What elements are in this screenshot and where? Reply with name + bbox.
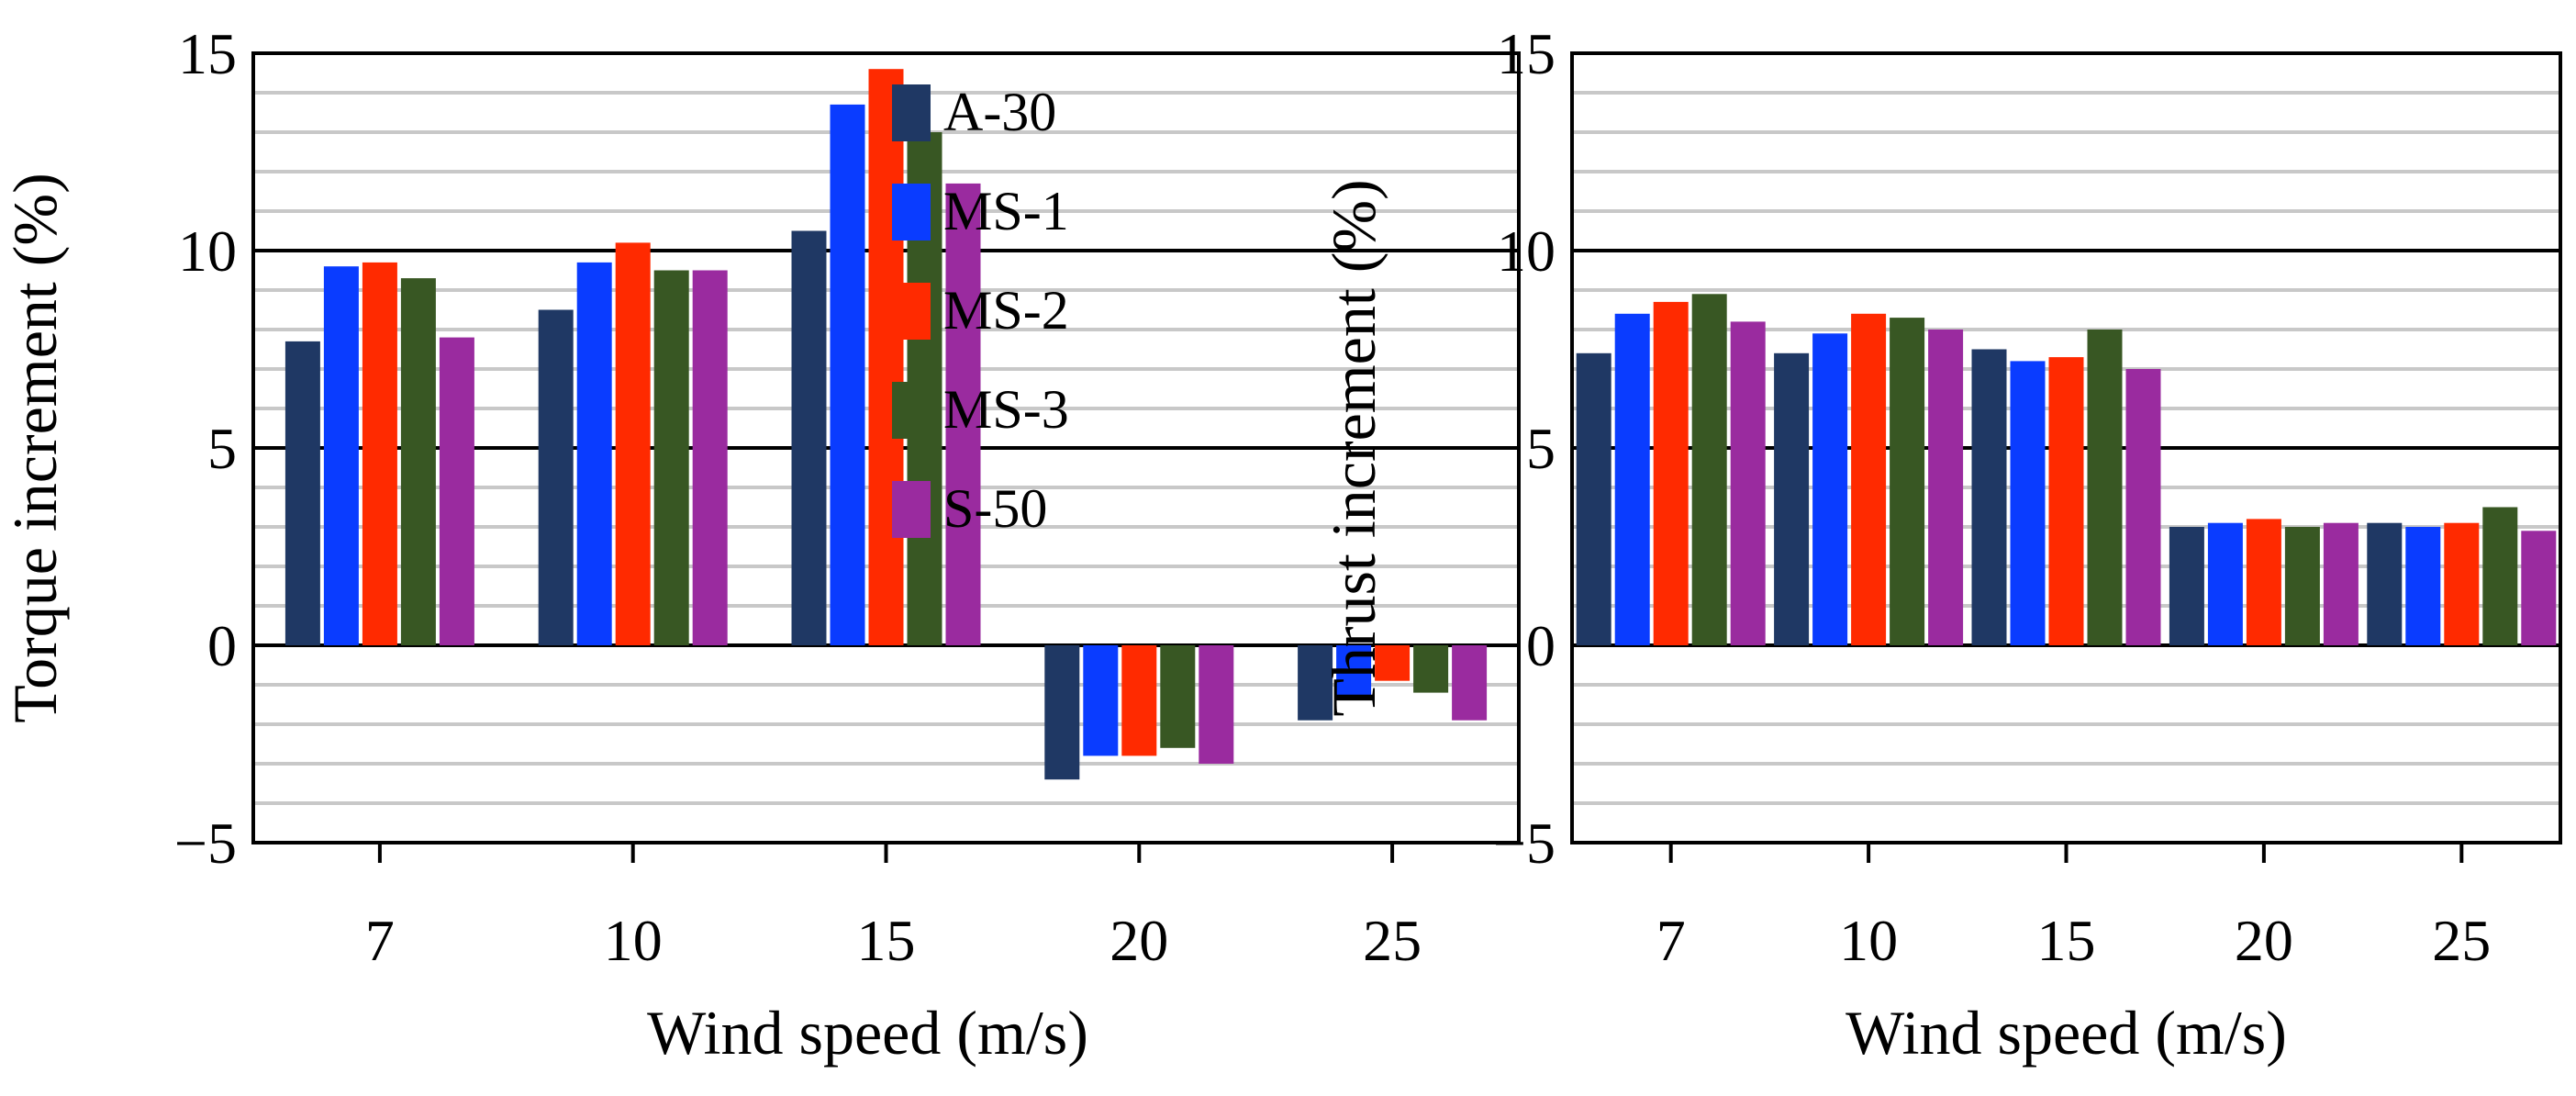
bar-ms-2-10 <box>615 242 651 645</box>
bar-a-30-15 <box>1971 349 2007 645</box>
bar-a-30-7 <box>284 341 320 645</box>
bar-ms-2-7 <box>362 262 397 645</box>
x-axis-title: Wind speed (m/s) <box>647 998 1088 1068</box>
y-tick-label: 0 <box>207 613 237 678</box>
bar-a-30-20 <box>2169 527 2204 645</box>
thrust-chart: 7 10 15 20 25 −5 0 5 10 15 Wind speed (m/s) Thrust … <box>1319 21 2562 1068</box>
y-tick-label: 15 <box>178 21 237 86</box>
legend-label-ms-1: MS-1 <box>943 181 1069 241</box>
bar-a-30-7 <box>1576 352 1611 645</box>
bar-ms-1-7 <box>1614 313 1650 645</box>
y-tick-label: 10 <box>1497 218 1556 284</box>
bar-ms-1-20 <box>1083 645 1119 756</box>
bar-a-30-10 <box>538 309 574 645</box>
legend-swatch-s-50 <box>892 481 931 538</box>
bar-ms-2-25 <box>2444 522 2480 645</box>
x-tick-label: 20 <box>2235 908 2293 973</box>
legend-swatch-ms-3 <box>892 382 931 439</box>
y-tick-label: −5 <box>1493 811 1556 876</box>
legend-label-s-50: S-50 <box>943 478 1047 539</box>
bar-ms-1-10 <box>576 262 612 645</box>
y-tick-label: 5 <box>1526 416 1556 481</box>
x-tick-label: 7 <box>1656 908 1686 973</box>
bar-ms-3-25 <box>1413 645 1449 693</box>
bar-ms-2-10 <box>1851 313 1887 645</box>
bar-ms-3-20 <box>2284 527 2320 645</box>
bar-ms-3-15 <box>2087 330 2123 645</box>
bar-ms-1-25 <box>2405 527 2441 645</box>
bar-s-50-7 <box>1730 321 1766 645</box>
x-axis-title: Wind speed (m/s) <box>1846 998 2287 1068</box>
bar-ms-3-10 <box>1890 318 1925 645</box>
bar-ms-3-7 <box>400 278 436 645</box>
bar-s-50-7 <box>439 337 474 645</box>
y-tick-label: 5 <box>207 416 237 481</box>
y-tick-label: −5 <box>174 811 237 876</box>
torque-chart: 7 10 15 20 25 −5 0 5 10 15 Wind speed (m/s) Torque … <box>0 21 1521 1068</box>
x-tick-label: 10 <box>604 908 663 973</box>
bar-ms-2-20 <box>1121 645 1157 756</box>
bar-ms-1-20 <box>2207 522 2243 645</box>
x-tick-label: 25 <box>1363 908 1422 973</box>
bar-a-30-15 <box>791 230 827 645</box>
bar-s-50-15 <box>945 183 981 645</box>
bar-ms-1-10 <box>1812 333 1848 645</box>
bar-ms-3-25 <box>2482 507 2518 645</box>
bar-ms-3-7 <box>1691 294 1727 645</box>
bar-ms-3-20 <box>1160 645 1196 748</box>
bar-ms-2-20 <box>2246 519 2281 645</box>
bar-s-50-20 <box>1199 645 1234 764</box>
y-tick-label: 10 <box>178 218 237 284</box>
bar-s-50-20 <box>2323 522 2359 645</box>
bar-s-50-25 <box>2521 531 2557 645</box>
legend-label-ms-3: MS-3 <box>943 379 1069 440</box>
y-tick-label: 0 <box>1526 613 1556 678</box>
bar-s-50-15 <box>2125 369 2161 645</box>
bar-a-30-25 <box>1298 645 1333 721</box>
x-tick-label: 20 <box>1110 908 1168 973</box>
bar-a-30-25 <box>2367 522 2403 645</box>
bar-s-50-25 <box>1452 645 1488 721</box>
legend-swatch-ms-2 <box>892 283 931 340</box>
bar-ms-1-25 <box>1336 645 1372 697</box>
bar-ms-2-25 <box>1375 645 1411 681</box>
x-tick-label: 15 <box>857 908 916 973</box>
bar-a-30-20 <box>1044 645 1080 780</box>
y-axis-title: Thrust increment (%) <box>1319 179 1388 716</box>
bar-ms-1-15 <box>830 104 865 645</box>
bar-ms-2-15 <box>2048 357 2084 645</box>
legend: A-30 MS-1 MS-2 MS-3 S-50 <box>892 82 1069 539</box>
bar-a-30-10 <box>1774 352 1810 645</box>
bar-ms-3-10 <box>653 270 689 645</box>
bar-ms-1-15 <box>2010 361 2046 645</box>
x-tick-label: 25 <box>2432 908 2491 973</box>
bar-ms-1-7 <box>323 266 359 645</box>
x-tick-label: 15 <box>2037 908 2096 973</box>
y-tick-label: 15 <box>1497 21 1556 86</box>
bar-ms-2-7 <box>1653 301 1689 645</box>
legend-label-a-30: A-30 <box>943 82 1056 142</box>
legend-swatch-a-30 <box>892 84 931 141</box>
bar-ms-2-15 <box>868 69 904 645</box>
legend-label-ms-2: MS-2 <box>943 280 1069 341</box>
bar-s-50-10 <box>692 270 728 645</box>
x-tick-label: 7 <box>365 908 395 973</box>
x-tick-label: 10 <box>1839 908 1898 973</box>
legend-swatch-ms-1 <box>892 184 931 240</box>
y-axis-title: Torque increment (%) <box>0 173 70 722</box>
bar-s-50-10 <box>1928 330 1964 645</box>
